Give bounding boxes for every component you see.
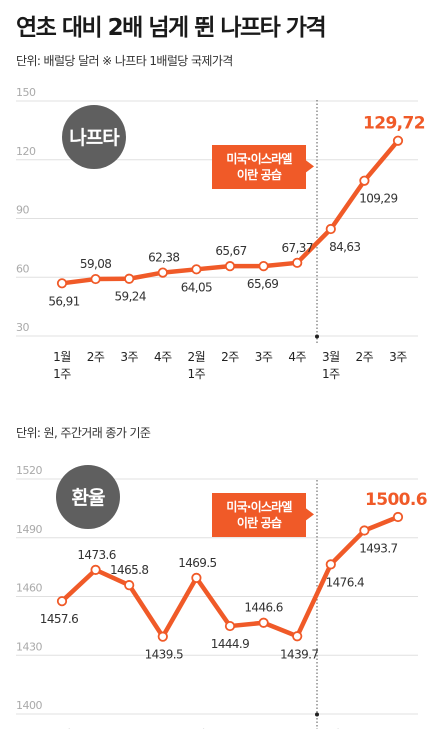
- naphtha-y-tick-label: 90: [16, 204, 29, 217]
- exchange-value-label: 1457.6: [40, 612, 78, 626]
- naphtha-data-point: [56, 278, 68, 289]
- naphtha-value-label: 62,38: [148, 251, 179, 265]
- naphtha-value-label: 59,08: [80, 257, 111, 271]
- naphtha-value-label: 67,37: [282, 241, 313, 255]
- naphtha-x-tick-label: 1주: [188, 367, 206, 381]
- naphtha-data-point: [258, 261, 269, 272]
- exchange-y-tick-label: 1460: [16, 582, 42, 595]
- naphtha-x-tick-label: 3주: [255, 350, 273, 364]
- exchange-data-point: [258, 617, 269, 628]
- naphtha-value-label: 64,05: [181, 280, 212, 294]
- naphtha-data-point: [359, 175, 370, 186]
- exchange-value-label: 1444.9: [211, 637, 249, 651]
- exchange-data-point: [56, 596, 68, 607]
- naphtha-x-tick-label: 2월: [188, 350, 206, 364]
- naphtha-x-tick-label: 2주: [356, 350, 374, 364]
- naphtha-data-point: [90, 273, 101, 285]
- naphtha-value-label: 84,63: [329, 240, 360, 254]
- naphtha-value-label: 56,91: [48, 294, 79, 308]
- naphtha-data-point: [124, 273, 135, 284]
- exchange-data-point: [157, 631, 168, 642]
- naphtha-y-tick-label: 60: [16, 262, 29, 275]
- exchange-unit-note: 단위: 원, 주간거래 종가 기준: [16, 426, 151, 440]
- naphtha-x-tick-label: 2주: [221, 350, 239, 364]
- naphtha-y-tick-label: 30: [16, 321, 29, 334]
- exchange-data-point: [325, 559, 336, 570]
- naphtha-y-tick-label: 150: [16, 86, 36, 99]
- exchange-value-label: 1465.8: [110, 563, 148, 577]
- naphtha-x-tick-label: 1주: [53, 367, 71, 381]
- page-title: 연초 대비 2배 넘게 뛴 나프타 가격: [16, 15, 327, 41]
- exchange-value-label: 1500.6: [365, 490, 427, 510]
- naphtha-annotation-box: [212, 145, 314, 189]
- exchange-y-tick-label: 1430: [16, 640, 42, 653]
- exchange-annotation-text: 미국·이스라엘: [226, 499, 292, 514]
- naphtha-badge-circle: [62, 105, 126, 169]
- naphtha-data-point: [191, 264, 202, 275]
- naphtha-data-point: [325, 223, 336, 235]
- exchange-data-point: [191, 572, 202, 583]
- naphtha-value-label: 65,67: [215, 244, 246, 258]
- naphtha-x-tick-label: 1월: [53, 350, 71, 364]
- naphtha-value-label: 65,69: [247, 277, 278, 291]
- exchange-data-point: [90, 564, 101, 575]
- naphtha-badge-label: 나프타: [69, 127, 120, 149]
- exchange-value-label: 1439.5: [145, 648, 183, 662]
- naphtha-x-tick-label: 2주: [87, 350, 105, 364]
- exchange-data-point: [392, 511, 404, 523]
- naphtha-x-tick-label: 3주: [120, 350, 138, 364]
- exchange-annotation-box: [212, 493, 314, 537]
- exchange-value-label: 1476.4: [326, 575, 364, 589]
- exchange-annotation-text: 이란 공습: [237, 515, 282, 530]
- exchange-value-label: 1473.6: [77, 548, 115, 562]
- naphtha-unit-note: 단위: 배럴당 달러 ※ 나프타 1배럴당 국제가격: [16, 54, 233, 68]
- naphtha-value-label: 129,72: [363, 114, 425, 134]
- exchange-data-point: [224, 620, 236, 632]
- naphtha-x-tick-label: 4주: [288, 350, 306, 364]
- exchange-y-tick-label: 1520: [16, 464, 42, 477]
- naphtha-value-label: 59,24: [115, 290, 146, 304]
- exchange-value-label: 1493.7: [359, 542, 397, 556]
- naphtha-data-point: [157, 267, 168, 278]
- naphtha-x-tick-label: 1주: [322, 367, 340, 381]
- exchange-value-label: 1446.6: [244, 601, 282, 615]
- naphtha-x-tick-label: 3월: [322, 350, 340, 364]
- naphtha-x-tick-label: 4주: [154, 350, 172, 364]
- exchange-event-marker: [315, 712, 319, 717]
- naphtha-value-label: 109,29: [359, 192, 397, 206]
- exchange-value-label: 1469.5: [178, 556, 216, 570]
- exchange-badge-label: 환율: [72, 487, 105, 509]
- naphtha-event-marker: [315, 334, 319, 339]
- exchange-value-label: 1439.7: [280, 647, 318, 661]
- naphtha-data-point: [392, 135, 404, 146]
- naphtha-x-tick-label: 3주: [389, 350, 407, 364]
- naphtha-y-tick-label: 120: [16, 145, 36, 158]
- exchange-y-tick-label: 1400: [16, 699, 42, 712]
- naphtha-annotation-text: 이란 공습: [237, 167, 282, 182]
- exchange-data-point: [359, 525, 370, 536]
- exchange-data-point: [124, 580, 135, 591]
- exchange-badge-circle: [56, 465, 120, 529]
- naphtha-data-point: [292, 257, 303, 268]
- naphtha-annotation-text: 미국·이스라엘: [226, 151, 292, 166]
- exchange-data-point: [292, 631, 303, 642]
- naphtha-data-point: [224, 261, 236, 272]
- exchange-y-tick-label: 1490: [16, 523, 42, 536]
